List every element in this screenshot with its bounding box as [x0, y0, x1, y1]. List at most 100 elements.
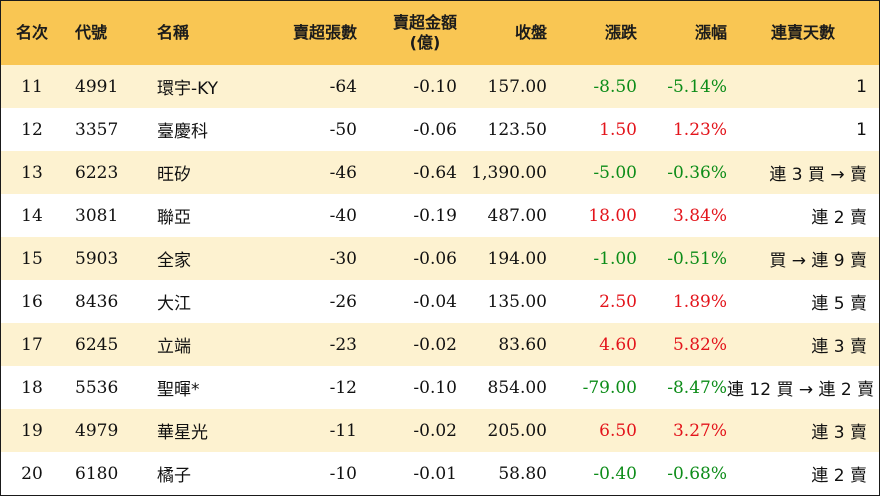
- cell-close: 157.00: [487, 76, 547, 97]
- cell-rank: 17: [21, 334, 43, 355]
- cell-net-sell-lots: -40: [329, 205, 357, 226]
- cell-name: 橘子: [157, 466, 191, 486]
- cell-code: 6180: [75, 463, 119, 484]
- cell-code: 3081: [75, 205, 119, 226]
- table-row[interactable]: 14 3081 聯亞 -40 -0.19 487.00 18.00 3.84% 連 2 賣: [1, 194, 879, 237]
- table-body: 11 4991 環宇-KY -64 -0.10 157.00 -8.50 -5.14% 1 12 3…: [1, 65, 879, 495]
- cell-change: -5.00: [593, 162, 637, 183]
- cell-net-sell-amount: -0.02: [413, 420, 457, 441]
- cell-streak: 連 3 買 → 賣: [769, 165, 867, 185]
- cell-name: 環宇-KY: [157, 79, 219, 99]
- header-net-sell-amount[interactable]: 賣超金額 (億): [357, 1, 457, 65]
- cell-streak: 1: [856, 119, 867, 140]
- cell-change-pct: 1.89%: [672, 291, 727, 312]
- cell-name: 全家: [157, 251, 191, 271]
- cell-name: 臺慶科: [157, 122, 208, 142]
- cell-rank: 20: [21, 463, 43, 484]
- cell-name: 旺矽: [157, 165, 191, 185]
- cell-net-sell-amount: -0.01: [413, 463, 457, 484]
- cell-net-sell-lots: -11: [329, 420, 357, 441]
- cell-net-sell-lots: -10: [329, 463, 357, 484]
- header-close[interactable]: 收盤: [514, 23, 547, 42]
- header-rank[interactable]: 名次: [15, 23, 48, 42]
- cell-close: 205.00: [487, 420, 547, 441]
- cell-net-sell-amount: -0.02: [413, 334, 457, 355]
- cell-close: 1,390.00: [471, 162, 547, 183]
- cell-streak: 連 2 賣: [811, 466, 867, 486]
- cell-change-pct: -0.51%: [667, 248, 727, 269]
- cell-code: 8436: [75, 291, 119, 312]
- cell-code: 4991: [75, 76, 119, 97]
- table-row[interactable]: 13 6223 旺矽 -46 -0.64 1,390.00 -5.00 -0.36% 連 3 買…: [1, 151, 879, 194]
- cell-change: -8.50: [593, 76, 637, 97]
- cell-net-sell-lots: -12: [329, 377, 357, 398]
- table-row[interactable]: 19 4979 華星光 -11 -0.02 205.00 6.50 3.27% 連 3 賣: [1, 409, 879, 452]
- cell-change: -1.00: [593, 248, 637, 269]
- cell-code: 6223: [75, 162, 119, 183]
- header-change[interactable]: 漲跌: [604, 23, 637, 42]
- cell-close: 58.80: [498, 463, 547, 484]
- cell-name: 聖暉*: [157, 380, 200, 400]
- cell-change: 4.60: [599, 334, 637, 355]
- header-code[interactable]: 代號: [75, 23, 108, 42]
- cell-net-sell-amount: -0.10: [413, 76, 457, 97]
- cell-name: 華星光: [157, 423, 208, 443]
- cell-change: 6.50: [599, 420, 637, 441]
- cell-streak: 連 3 賣: [811, 423, 867, 443]
- cell-change-pct: 3.27%: [672, 420, 727, 441]
- cell-rank: 13: [21, 162, 43, 183]
- cell-change: 1.50: [599, 119, 637, 140]
- table-row[interactable]: 12 3357 臺慶科 -50 -0.06 123.50 1.50 1.23% 1: [1, 108, 879, 151]
- cell-change-pct: -0.68%: [667, 463, 727, 484]
- cell-net-sell-lots: -50: [329, 119, 357, 140]
- header-streak[interactable]: 連賣天數: [770, 23, 835, 42]
- table-row[interactable]: 20 6180 橘子 -10 -0.01 58.80 -0.40 -0.68% 連 2 賣: [1, 452, 879, 495]
- cell-net-sell-lots: -30: [329, 248, 357, 269]
- table-row[interactable]: 17 6245 立端 -23 -0.02 83.60 4.60 5.82% 連 3 賣: [1, 323, 879, 366]
- cell-close: 123.50: [487, 119, 547, 140]
- header-change-pct[interactable]: 漲幅: [694, 23, 727, 42]
- header-net-sell-amount-text: 賣超金額 (億): [393, 13, 457, 53]
- cell-change: 18.00: [588, 205, 637, 226]
- cell-net-sell-lots: -26: [329, 291, 357, 312]
- cell-streak: 1: [856, 76, 867, 97]
- header-net-sell-amount-line1: 賣超金額: [392, 13, 457, 32]
- cell-rank: 18: [21, 377, 43, 398]
- cell-net-sell-lots: -23: [329, 334, 357, 355]
- cell-streak: 連 5 賣: [811, 294, 867, 314]
- cell-rank: 15: [21, 248, 43, 269]
- header-net-sell-lots[interactable]: 賣超張數: [292, 23, 357, 42]
- table-row[interactable]: 11 4991 環宇-KY -64 -0.10 157.00 -8.50 -5.14% 1: [1, 65, 879, 108]
- table-row[interactable]: 16 8436 大江 -26 -0.04 135.00 2.50 1.89% 連 5 賣: [1, 280, 879, 323]
- cell-net-sell-lots: -46: [329, 162, 357, 183]
- cell-name: 立端: [157, 337, 191, 357]
- cell-close: 135.00: [487, 291, 547, 312]
- table-header: 名次 代號 名稱 賣超張數 賣超金額 (億) 收盤 漲跌 漲幅 連賣天數: [1, 1, 879, 65]
- cell-rank: 19: [21, 420, 43, 441]
- cell-streak: 買 → 連 9 賣: [769, 251, 867, 271]
- cell-streak: 連 12 買 → 連 2 賣: [727, 380, 875, 400]
- cell-net-sell-amount: -0.06: [413, 248, 457, 269]
- cell-close: 194.00: [487, 248, 547, 269]
- cell-net-sell-amount: -0.06: [413, 119, 457, 140]
- cell-rank: 12: [21, 119, 43, 140]
- cell-code: 5903: [75, 248, 119, 269]
- cell-net-sell-amount: -0.64: [413, 162, 457, 183]
- cell-net-sell-lots: -64: [329, 76, 357, 97]
- table-row[interactable]: 18 5536 聖暉* -12 -0.10 854.00 -79.00 -8.47% 連 12 …: [1, 366, 879, 409]
- cell-close: 83.60: [498, 334, 547, 355]
- cell-name: 聯亞: [157, 208, 191, 228]
- cell-streak: 連 2 賣: [811, 208, 867, 228]
- cell-close: 854.00: [487, 377, 547, 398]
- cell-change-pct: -0.36%: [667, 162, 727, 183]
- cell-change-pct: -5.14%: [667, 76, 727, 97]
- table-row[interactable]: 15 5903 全家 -30 -0.06 194.00 -1.00 -0.51% 買 → 連 9…: [1, 237, 879, 280]
- header-row: 名次 代號 名稱 賣超張數 賣超金額 (億) 收盤 漲跌 漲幅 連賣天數: [1, 1, 879, 65]
- cell-change: -79.00: [582, 377, 637, 398]
- cell-rank: 14: [21, 205, 43, 226]
- cell-code: 5536: [75, 377, 119, 398]
- header-name[interactable]: 名稱: [157, 23, 190, 42]
- cell-change: 2.50: [599, 291, 637, 312]
